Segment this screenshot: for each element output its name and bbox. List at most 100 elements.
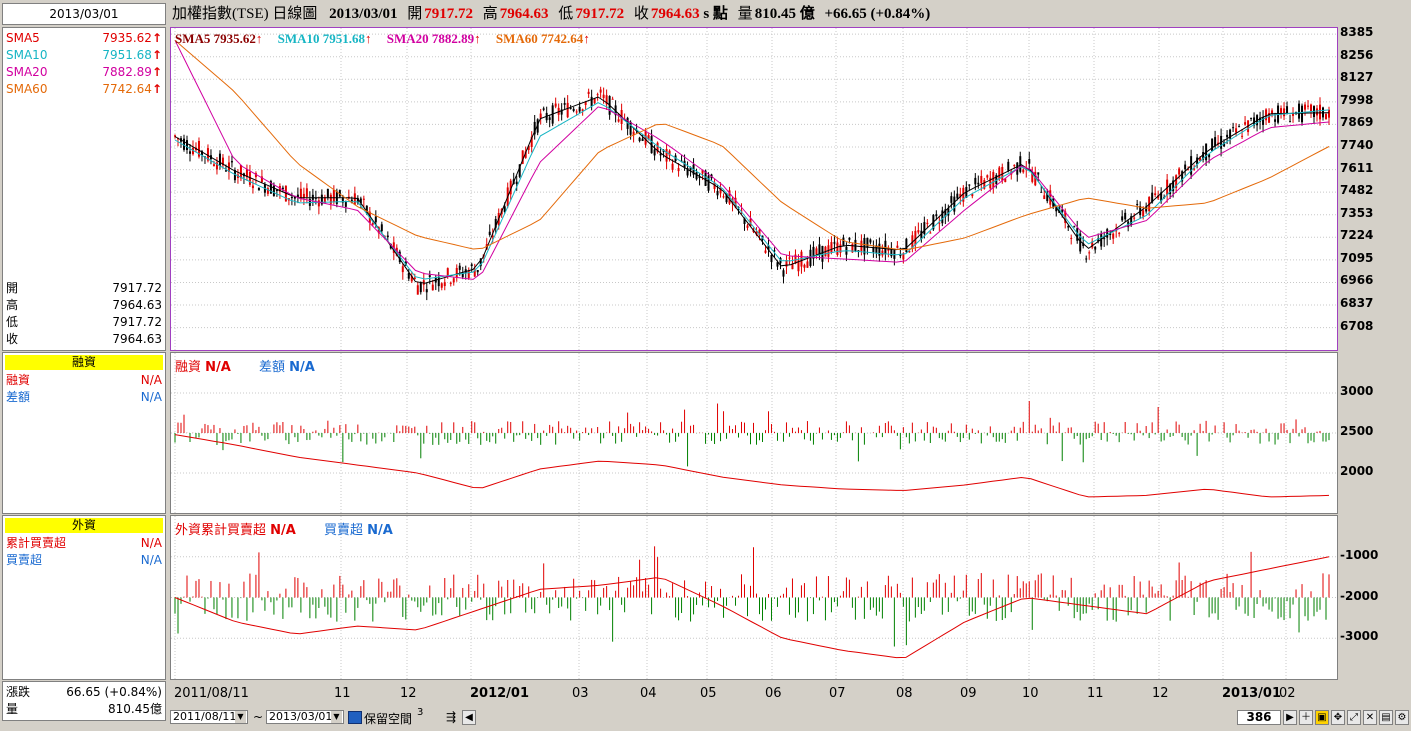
high-label: 高 xyxy=(482,6,498,22)
net-buy-row: 買賣超 N/A xyxy=(6,553,162,567)
candle-body xyxy=(1091,241,1094,248)
candle-body xyxy=(1175,175,1178,188)
candle-body xyxy=(191,147,194,155)
candle-body xyxy=(980,175,983,184)
candle-body xyxy=(1268,113,1271,123)
foreign-panel-title: 外資 xyxy=(5,518,163,533)
candle-body xyxy=(1028,159,1031,164)
candle-body xyxy=(977,182,980,185)
candle-body xyxy=(1241,135,1244,137)
price-grid xyxy=(171,28,1337,350)
candle-body xyxy=(362,198,365,200)
candle-body xyxy=(638,137,641,141)
candle-body xyxy=(1097,238,1100,242)
candle-body xyxy=(1193,168,1196,170)
candle-body xyxy=(992,172,995,188)
candle-body xyxy=(272,185,275,196)
candle-body xyxy=(371,223,374,225)
candle-body xyxy=(1259,117,1262,122)
candle-body xyxy=(755,231,758,235)
foreign-pane[interactable]: 外資累計買賣超 N/A 買賣超 N/A xyxy=(170,515,1338,680)
y-tick-label: 7224 xyxy=(1340,228,1374,243)
price-y-axis: 8385 8256 8127 7998 7869 7740 7611 7482 7353 7224… xyxy=(1340,25,1410,351)
candle-body xyxy=(332,189,335,202)
x-tick-label: 04 xyxy=(640,686,657,701)
price-legend: SMA5 7935.62↑ SMA10 7951.68↑ SMA20 7882.… xyxy=(175,31,590,47)
change-value: +66.65 (+0.84%) xyxy=(824,6,931,22)
candle-body xyxy=(458,265,461,270)
candle-body xyxy=(647,135,650,140)
candle-body xyxy=(818,244,821,256)
candle-body xyxy=(200,151,203,156)
zoom-icon[interactable]: ⇶ xyxy=(446,710,457,724)
close-icon[interactable]: ✕ xyxy=(1363,710,1377,725)
candle-body xyxy=(440,283,443,288)
y-tick-label: 7353 xyxy=(1340,205,1374,220)
candle-body xyxy=(1130,216,1133,225)
candle-body xyxy=(707,175,710,191)
to-date-select[interactable]: 2013/03/01 ▼ xyxy=(266,710,344,724)
candle-body xyxy=(1295,111,1298,113)
chevron-down-icon: ▼ xyxy=(331,711,342,723)
zoom-in-icon[interactable]: ＋ xyxy=(1299,710,1313,725)
scroll-left-button[interactable]: ◀ xyxy=(462,710,476,725)
candle-body xyxy=(854,239,857,252)
candle-body xyxy=(899,254,902,257)
candle-body xyxy=(560,109,563,115)
candle-body xyxy=(941,210,944,224)
candle-body xyxy=(1238,126,1241,128)
sma20-row: SMA20 7882.89↑ xyxy=(6,64,162,81)
crosshair-icon[interactable]: ✥ xyxy=(1331,710,1345,725)
margin-pane[interactable]: 融資 N/A 差額 N/A xyxy=(170,352,1338,514)
candle-body xyxy=(578,107,581,112)
candle-body xyxy=(1229,129,1232,139)
candle-body xyxy=(851,243,854,253)
candle-body xyxy=(812,246,815,259)
foreign-grid xyxy=(171,516,1337,679)
candle-body xyxy=(1304,104,1307,110)
candle-body xyxy=(356,197,359,203)
candle-body xyxy=(1085,258,1088,260)
candle-body xyxy=(605,95,608,105)
candle-body xyxy=(416,285,419,295)
x-tick-label: 08 xyxy=(896,686,913,701)
candle-body xyxy=(1145,206,1148,212)
sma-line-sma60 xyxy=(174,39,1330,251)
candle-body xyxy=(536,119,539,133)
candle-body xyxy=(1007,161,1010,171)
candle-body xyxy=(782,270,785,277)
candle-body xyxy=(905,238,908,252)
scroll-right-button[interactable]: ▶ xyxy=(1283,710,1297,725)
candle-body xyxy=(425,289,428,293)
candle-body xyxy=(875,245,878,253)
chart-type-icon[interactable]: ▤ xyxy=(1379,710,1393,725)
candle-body xyxy=(197,140,200,157)
diff-row: 差額 N/A xyxy=(6,390,162,404)
candle-body xyxy=(1301,105,1304,123)
candle-body xyxy=(1010,171,1013,175)
foreign-legend: 外資累計買賣超 N/A 買賣超 N/A xyxy=(175,519,393,538)
change-row: 漲跌 66.65 (+0.84%) xyxy=(6,685,162,699)
candle-body xyxy=(1289,121,1292,123)
candle-body xyxy=(1088,252,1091,254)
candle-body xyxy=(659,153,662,156)
from-date-select[interactable]: 2011/08/11 ▼ xyxy=(170,710,248,724)
candle-body xyxy=(245,169,248,178)
candle-body xyxy=(923,222,926,235)
candle-body xyxy=(1094,246,1097,250)
expand-icon[interactable]: ⤢ xyxy=(1347,710,1361,725)
margin-info-panel: 融資 融資 N/A 差額 N/A xyxy=(2,352,166,514)
candle-body xyxy=(1184,164,1187,170)
candle-body xyxy=(959,193,962,198)
candle-body xyxy=(596,94,599,96)
candle-body xyxy=(878,243,881,256)
price-pane[interactable]: SMA5 7935.62↑ SMA10 7951.68↑ SMA20 7882.… xyxy=(170,27,1338,351)
candle-body xyxy=(989,177,992,189)
candle-body xyxy=(419,282,422,293)
x-tick-label: 2012/01 xyxy=(470,686,530,701)
candle-body xyxy=(1325,114,1328,120)
settings-icon[interactable]: ⚙ xyxy=(1395,710,1409,725)
margin-legend-label: 融資 xyxy=(175,360,202,375)
keep-space-icon[interactable] xyxy=(348,711,362,724)
fit-icon[interactable]: ▣ xyxy=(1315,710,1329,725)
